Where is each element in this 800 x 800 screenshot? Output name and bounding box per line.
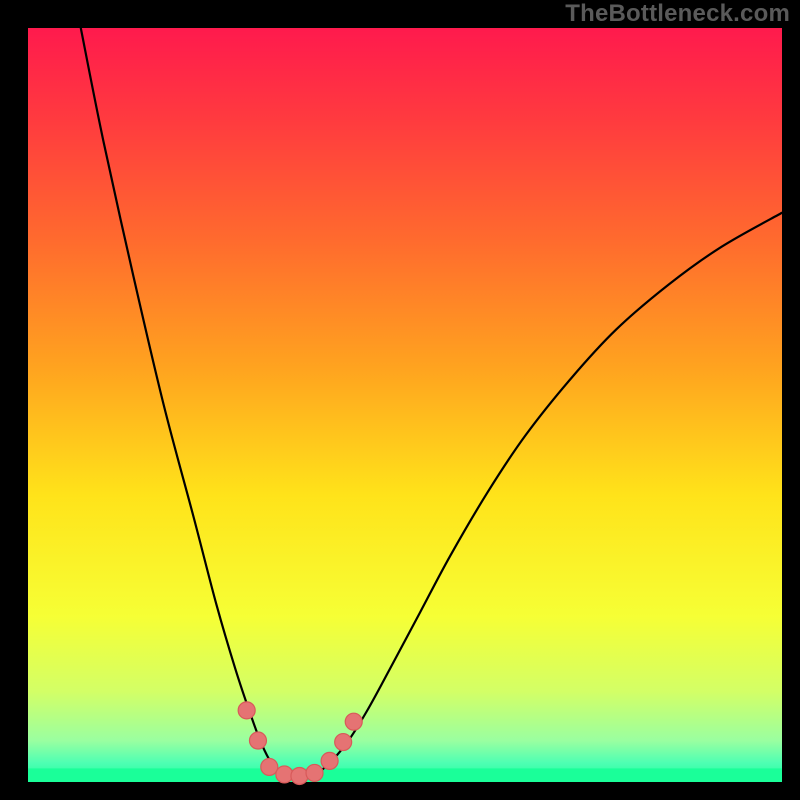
marker-dot <box>345 713 362 730</box>
marker-dot <box>321 752 338 769</box>
marker-dot <box>291 767 308 784</box>
bottom-green-band <box>28 768 782 782</box>
marker-dot <box>276 766 293 783</box>
marker-dot <box>335 734 352 751</box>
marker-dot <box>306 764 323 781</box>
gradient-background <box>28 28 782 782</box>
marker-dot <box>249 732 266 749</box>
plot-area <box>28 28 782 784</box>
marker-dot <box>238 702 255 719</box>
marker-dot <box>261 758 278 775</box>
chart-svg <box>0 0 800 800</box>
figure: TheBottleneck.com <box>0 0 800 800</box>
